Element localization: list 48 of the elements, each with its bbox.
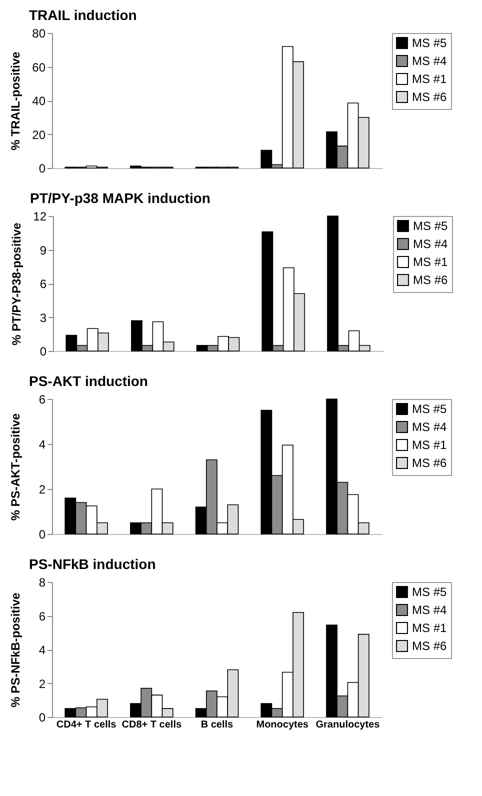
y-axis-title: % PS-AKT-positive: [8, 413, 22, 521]
y-tick-label: 6: [38, 609, 46, 624]
x-tick-label: CD8+ T cells: [122, 720, 182, 730]
legend-label: MS #5: [412, 585, 448, 599]
y-tick-label: 40: [32, 94, 46, 108]
x-tick-label: B cells: [200, 720, 234, 730]
x-tick-label: Granulocytes: [316, 720, 380, 730]
legend-label: MS #4: [412, 54, 448, 68]
y-tick-label: 12: [33, 210, 47, 224]
y-tick-label: 8: [38, 576, 46, 590]
y-tick-label: 80: [32, 26, 46, 40]
chart-title: PS-NFkB induction: [29, 556, 156, 572]
legend-label: MS #4: [413, 237, 448, 251]
legend-label: MS #1: [412, 621, 448, 635]
legend-label: MS #5: [412, 36, 448, 50]
y-axis-title: % PT/PY-P38-positive: [10, 222, 24, 346]
legend-label: MS #4: [412, 420, 448, 434]
y-tick-label: 0: [38, 528, 46, 542]
y-tick-label: 6: [40, 277, 47, 291]
y-tick-label: 2: [38, 676, 46, 691]
legend-label: MS #1: [413, 255, 448, 269]
legend-label: MS #6: [412, 639, 448, 653]
y-tick-label: 20: [32, 128, 46, 142]
legend-label: MS #6: [412, 90, 448, 104]
y-tick-label: 3: [40, 310, 47, 325]
chart-title: PS-AKT induction: [29, 373, 148, 389]
y-tick-label: 0: [38, 162, 46, 176]
x-tick-label: Monocytes: [256, 720, 309, 730]
chart-title: PT/PY-p38 MAPK induction: [30, 190, 210, 206]
y-axis-title: % TRAIL-positive: [8, 51, 22, 150]
chart-title: TRAIL induction: [29, 7, 137, 23]
y-tick-label: 6: [38, 392, 46, 406]
x-tick-label: CD4+ T cells: [56, 720, 117, 730]
legend-label: MS #4: [412, 603, 448, 617]
y-axis-title: % PS-NFkB-positive: [8, 592, 22, 708]
legend-label: MS #6: [413, 273, 448, 287]
legend-label: MS #5: [412, 402, 448, 416]
legend-label: MS #1: [412, 438, 448, 452]
legend-label: MS #6: [412, 456, 448, 470]
y-tick-label: 60: [32, 60, 46, 74]
legend-label: MS #5: [413, 219, 448, 233]
legend-label: MS #1: [412, 72, 448, 86]
y-tick-label: 4: [38, 643, 46, 657]
y-tick-label: 0: [38, 710, 46, 724]
y-tick-label: 0: [40, 344, 47, 358]
y-tick-label: 4: [38, 438, 46, 452]
y-tick-label: 2: [38, 482, 46, 496]
y-tick-label: 9: [40, 243, 47, 258]
